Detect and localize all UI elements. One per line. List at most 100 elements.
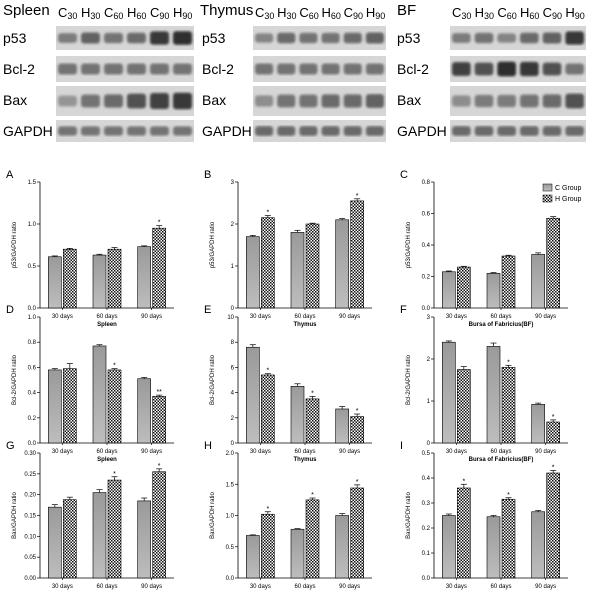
lane-label: C90 <box>543 5 562 21</box>
x-tick-label: 90 days <box>535 584 556 590</box>
x-tick-label: 60 days <box>294 314 315 320</box>
protein-band <box>173 31 192 45</box>
x-tick-label: 60 days <box>490 449 511 455</box>
blot-bands <box>58 31 192 45</box>
bar-c-group <box>246 236 260 309</box>
bar-c-group <box>48 369 62 444</box>
protein-band <box>520 32 539 44</box>
band-label-bcl2: Bcl-2 <box>397 61 429 77</box>
lane-label: H60 <box>322 5 341 21</box>
x-tick-label: 60 days <box>294 584 315 590</box>
lane-label: H30 <box>81 5 100 21</box>
x-tick-label: 60 days <box>96 314 117 320</box>
bar-h-group <box>546 217 560 309</box>
blot-panel-spleen: Spleen C30 H30 C60 H60 C90 H90 p53 Bcl-2 Bax GAPDH <box>3 2 194 142</box>
y-tick-label: 0.5 <box>28 264 37 270</box>
y-axis-label: Bax/GAPDH ratio <box>406 491 412 538</box>
x-tick-label: 30 days <box>52 584 73 590</box>
x-tick-label: 90 days <box>535 449 556 455</box>
blot-bands <box>255 32 384 44</box>
protein-band <box>299 94 318 108</box>
protein-band <box>452 126 471 136</box>
bar-c-group <box>335 219 349 309</box>
protein-band <box>452 95 471 107</box>
y-tick-label: 0.30 <box>24 451 36 457</box>
y-tick-label: 0.5 <box>422 451 431 457</box>
protein-band <box>343 126 362 136</box>
protein-band <box>255 63 274 75</box>
x-axis-label: Spleen <box>97 322 117 328</box>
x-tick-label: 90 days <box>339 314 360 320</box>
blot-bands <box>452 93 584 109</box>
protein-band <box>255 95 274 107</box>
panel-letter: A <box>6 169 14 181</box>
x-axis-label: Spleen <box>97 457 117 463</box>
protein-band <box>299 32 318 44</box>
band-label-p53: p53 <box>202 30 226 46</box>
chart-panel-g: G 0.00 0.05 0.10 0.15 0.20 0.25 0.30 Bax/GAPDH r… <box>6 440 174 590</box>
bar-h-group <box>350 416 364 444</box>
bar-c-group <box>486 273 501 309</box>
panel-letter: H <box>204 440 212 452</box>
y-tick-label: 1 <box>427 399 431 405</box>
blot-strip <box>56 56 194 82</box>
bar-c-group <box>290 232 305 309</box>
y-tick-label: 1.0 <box>28 315 37 321</box>
x-tick-label: 90 days <box>339 449 360 455</box>
protein-band <box>452 62 471 76</box>
blot-strip <box>253 56 386 82</box>
bar-h-group <box>107 479 122 579</box>
bar-h-group <box>63 248 77 309</box>
x-tick-label: 30 days <box>250 314 271 320</box>
panel-letter: C <box>400 169 408 181</box>
blot-strip <box>56 86 194 116</box>
x-tick-label: 30 days <box>52 449 73 455</box>
x-tick-label: 60 days <box>490 314 511 320</box>
protein-band <box>150 31 169 45</box>
bar-h-group <box>457 369 471 444</box>
blot-title: Thymus <box>200 2 253 19</box>
bar-h-group <box>501 367 516 444</box>
significance-marker: * <box>158 220 161 227</box>
y-tick-label: 0.25 <box>24 472 36 478</box>
chart-panel-a: A 0.0 0.5 1.0 1.5 p53/GAPDH ratio 30 days 60 da… <box>6 169 174 328</box>
lane-label: H30 <box>277 5 296 21</box>
y-tick-label: 4 <box>231 391 235 397</box>
blot-strip <box>450 86 586 116</box>
y-tick-label: 0.3 <box>422 501 431 507</box>
y-axis-label: Bax/GAPDH ratio <box>12 491 18 538</box>
bar-c-group <box>486 346 501 444</box>
chart-panel-h: H 0.0 0.5 1.0 1.5 2.0 Bax/GAPDH ratio 30 days * 6… <box>204 440 372 590</box>
band-label-gapdh: GAPDH <box>3 123 53 139</box>
protein-band <box>173 92 192 110</box>
lane-label: H60 <box>520 5 539 21</box>
significance-marker: * <box>356 408 359 415</box>
bar-h-group <box>261 217 275 309</box>
band-label-gapdh: GAPDH <box>397 123 447 139</box>
protein-band <box>474 32 494 44</box>
bar-c-group <box>290 528 305 579</box>
bar-h-group <box>107 248 122 309</box>
bar-h-group <box>546 472 560 579</box>
x-tick-label: 90 days <box>141 584 162 590</box>
bar-h-group <box>261 374 275 444</box>
lane-label: C90 <box>344 5 363 21</box>
protein-band <box>58 95 77 107</box>
protein-band <box>127 63 146 75</box>
bar-h-group <box>501 498 516 579</box>
bar-h-group <box>457 266 471 309</box>
y-tick-label: 0 <box>231 306 235 312</box>
protein-band <box>173 63 192 75</box>
bar-c-group <box>92 345 107 444</box>
blot-panel-bf: BF C30 H30 C60 H60 C90 H90 p53 Bcl-2 Bax GAPDH <box>397 2 586 142</box>
y-axis-label: Bcl-2/GAPDH ratio <box>210 354 216 405</box>
bar-c-group <box>48 506 62 579</box>
bar-h-group <box>152 396 166 444</box>
protein-band <box>365 32 384 44</box>
significance-marker: * <box>462 478 465 485</box>
band-label-bax: Bax <box>397 92 421 108</box>
protein-band <box>474 62 494 76</box>
y-tick-label: 0.15 <box>24 514 36 520</box>
bar-c-group <box>92 492 107 579</box>
significance-marker: * <box>356 479 359 486</box>
